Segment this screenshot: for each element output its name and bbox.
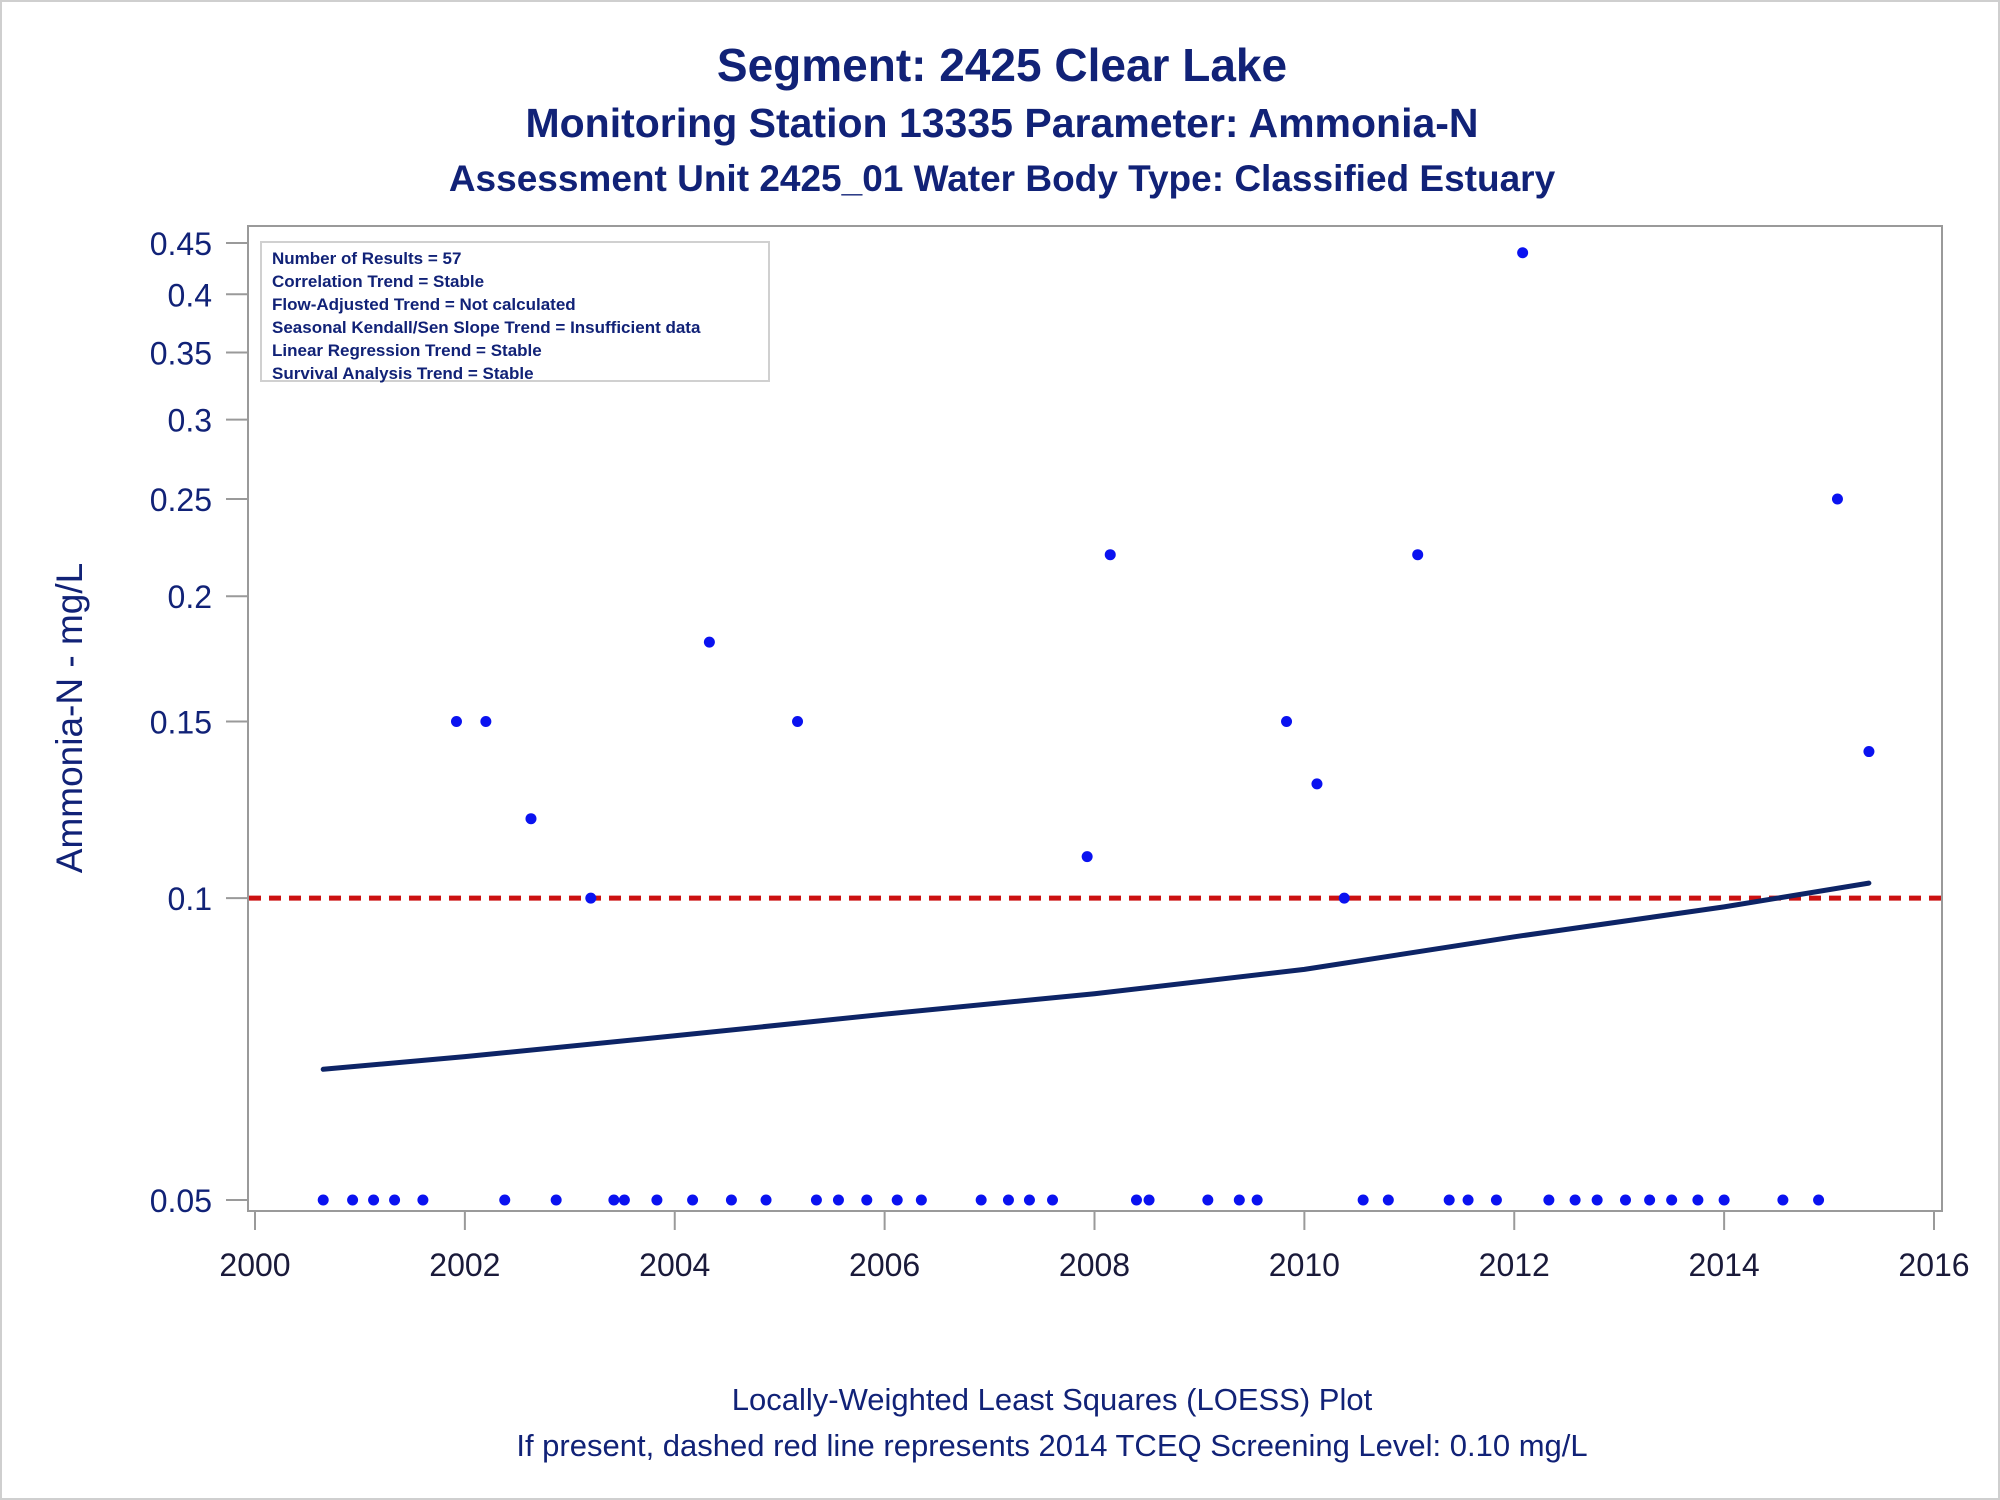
- data-points-layer: [317, 247, 1875, 1206]
- data-point: [1591, 1194, 1603, 1206]
- y-tick-label: 0.25: [150, 482, 212, 518]
- stat-survival-analysis-trend: Survival Analysis Trend = Stable: [272, 364, 534, 383]
- data-point: [1692, 1194, 1704, 1206]
- chart-subtitle-station: Monitoring Station 13335 Parameter: Ammo…: [525, 100, 1479, 146]
- data-point: [1281, 716, 1293, 727]
- data-point: [810, 1194, 822, 1206]
- stat-seasonal-kendall-trend: Seasonal Kendall/Sen Slope Trend = Insuf…: [272, 318, 701, 337]
- x-tick-label: 2004: [639, 1247, 710, 1283]
- data-point: [861, 1194, 873, 1206]
- data-point: [1130, 1194, 1142, 1206]
- x-tick-label: 2014: [1689, 1247, 1760, 1283]
- data-point: [975, 1194, 987, 1206]
- data-point: [417, 1194, 429, 1206]
- data-point: [1777, 1194, 1789, 1206]
- data-point: [832, 1194, 844, 1206]
- loess-trend-line: [320, 880, 1872, 1072]
- y-tick-label: 0.2: [168, 579, 212, 615]
- data-point: [1104, 549, 1116, 561]
- x-tick-label: 2012: [1479, 1247, 1550, 1283]
- data-point: [687, 1194, 699, 1206]
- data-point: [1081, 851, 1093, 863]
- data-point: [450, 716, 462, 727]
- data-point: [1023, 1194, 1035, 1206]
- y-tick-label: 0.15: [150, 705, 212, 741]
- data-point: [1619, 1194, 1631, 1206]
- data-point: [725, 1194, 737, 1206]
- data-point: [1047, 1194, 1059, 1206]
- data-point: [760, 1194, 772, 1206]
- data-point: [651, 1194, 663, 1206]
- y-tick-label: 0.3: [168, 403, 212, 439]
- x-tick-label: 2008: [1059, 1247, 1130, 1283]
- data-point: [480, 716, 492, 727]
- stat-linear-regression-trend: Linear Regression Trend = Stable: [272, 341, 542, 360]
- loess-layer: [320, 880, 1872, 1072]
- data-point: [499, 1194, 511, 1206]
- data-point: [1462, 1194, 1474, 1206]
- data-point: [1831, 493, 1843, 505]
- y-tick-label: 0.4: [168, 277, 212, 313]
- data-point: [1644, 1194, 1656, 1206]
- footnote-plot-type: Locally-Weighted Least Squares (LOESS) P…: [731, 1382, 1373, 1417]
- x-tick-label: 2010: [1269, 1247, 1340, 1283]
- data-point: [915, 1194, 927, 1206]
- data-point: [608, 1194, 620, 1206]
- data-point: [1002, 1194, 1014, 1206]
- data-point: [1202, 1194, 1214, 1206]
- data-point: [317, 1194, 329, 1206]
- data-point: [1718, 1194, 1730, 1206]
- data-point: [550, 1194, 562, 1206]
- y-axis: 0.05 0.1 0.15 0.2 0.25 0.3 0.35 0.4 0.45: [150, 226, 248, 1219]
- x-tick-label: 2006: [849, 1247, 920, 1283]
- data-point: [1382, 1194, 1394, 1206]
- y-tick-label: 0.1: [168, 881, 212, 917]
- stat-number-of-results: Number of Results = 57: [272, 249, 462, 268]
- data-point: [891, 1194, 903, 1206]
- data-point: [1863, 746, 1875, 758]
- x-tick-label: 2000: [219, 1247, 290, 1283]
- data-point: [525, 813, 537, 825]
- data-point: [389, 1194, 401, 1206]
- data-point: [1490, 1194, 1502, 1206]
- data-point: [618, 1194, 630, 1206]
- x-tick-label: 2002: [429, 1247, 500, 1283]
- data-point: [1813, 1194, 1825, 1206]
- y-tick-label: 0.35: [150, 335, 212, 371]
- data-point: [1443, 1194, 1455, 1206]
- data-point: [585, 892, 597, 904]
- footnote-screening-level: If present, dashed red line represents 2…: [516, 1428, 1588, 1463]
- data-point: [1517, 247, 1529, 259]
- data-point: [1569, 1194, 1581, 1206]
- data-point: [1311, 778, 1323, 790]
- data-point: [1143, 1194, 1155, 1206]
- chart-subtitle-assessment: Assessment Unit 2425_01 Water Body Type:…: [448, 158, 1556, 199]
- data-point: [1543, 1194, 1555, 1206]
- trend-statistics-box: Number of Results = 57 Correlation Trend…: [260, 241, 770, 383]
- y-axis-label: Ammonia-N - mg/L: [49, 563, 90, 873]
- x-axis: 2000 2002 2004 2006 2008 2010 2012 2014 2016: [219, 1211, 1970, 1283]
- x-tick-label: 2016: [1898, 1247, 1969, 1283]
- y-tick-label: 0.05: [150, 1183, 212, 1219]
- y-tick-label: 0.45: [150, 226, 212, 262]
- data-point: [1412, 549, 1424, 561]
- data-point: [368, 1194, 380, 1206]
- data-point: [1357, 1194, 1369, 1206]
- data-point: [1666, 1194, 1678, 1206]
- chart-title: Segment: 2425 Clear Lake: [716, 39, 1288, 91]
- stat-correlation-trend: Correlation Trend = Stable: [272, 272, 485, 291]
- data-point: [703, 636, 715, 648]
- data-point: [1251, 1194, 1263, 1206]
- data-point: [792, 716, 804, 727]
- data-point: [1338, 892, 1350, 904]
- data-point: [1233, 1194, 1245, 1206]
- data-point: [347, 1194, 359, 1206]
- stat-flow-adjusted-trend: Flow-Adjusted Trend = Not calculated: [272, 295, 576, 314]
